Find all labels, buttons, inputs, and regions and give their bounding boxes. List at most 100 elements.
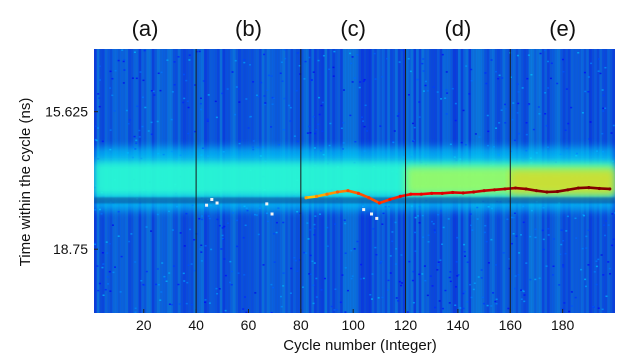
y-axis-ticks: 15.62518.75 (45, 104, 98, 258)
noise-speckle (608, 224, 610, 226)
noise-speckle (307, 132, 309, 134)
noise-speckle (102, 263, 104, 265)
noise-speckle (349, 115, 351, 117)
noise-speckle (352, 56, 354, 58)
detection-point (216, 202, 219, 205)
trace-point (524, 187, 527, 190)
noise-speckle (334, 309, 336, 311)
noise-speckle (115, 70, 117, 72)
noise-speckle (263, 54, 265, 56)
noise-speckle (341, 274, 343, 276)
noise-speckle (562, 240, 564, 242)
noise-speckle (585, 236, 587, 238)
noise-speckle (558, 284, 560, 286)
noise-speckle (200, 245, 202, 247)
noise-speckle (592, 306, 594, 308)
noise-speckle (146, 226, 148, 228)
noise-speckle (222, 238, 224, 240)
detection-point (271, 213, 274, 216)
noise-speckle (315, 278, 317, 280)
noise-speckle (232, 212, 234, 214)
noise-speckle (310, 273, 312, 275)
noise-speckle (598, 58, 600, 60)
noise-speckle (306, 222, 308, 224)
noise-speckle (381, 76, 383, 78)
noise-speckle (254, 214, 256, 216)
noise-speckle (449, 271, 451, 273)
noise-speckle (123, 82, 125, 84)
noise-speckle (380, 261, 382, 263)
noise-speckle (344, 311, 346, 313)
noise-speckle (544, 113, 546, 115)
noise-speckle (504, 108, 506, 110)
noise-speckle (587, 264, 589, 266)
noise-speckle (332, 67, 334, 69)
noise-speckle (446, 71, 448, 73)
noise-speckle (356, 241, 358, 243)
noise-speckle (171, 304, 173, 306)
noise-speckle (223, 226, 225, 228)
noise-speckle (243, 237, 245, 239)
noise-speckle (395, 248, 397, 250)
noise-speckle (512, 102, 514, 104)
noise-speckle (366, 130, 368, 132)
x-tick-label: 100 (342, 317, 366, 333)
noise-speckle (315, 129, 317, 131)
noise-speckle (369, 294, 371, 296)
noise-speckle (522, 87, 524, 89)
noise-speckle (140, 280, 142, 282)
band-gap (94, 197, 615, 203)
noise-speckle (314, 215, 316, 217)
trace-point (545, 190, 548, 193)
noise-speckle (498, 122, 500, 124)
noise-speckle (314, 262, 316, 264)
noise-speckle (539, 277, 541, 279)
detection-point (375, 217, 378, 220)
noise-speckle (142, 80, 144, 82)
noise-speckle (187, 101, 189, 103)
noise-speckle (517, 55, 519, 57)
noise-speckle (575, 237, 577, 239)
noise-speckle (401, 50, 403, 52)
noise-speckle (611, 213, 613, 215)
noise-speckle (390, 255, 392, 256)
trace-point (378, 201, 381, 204)
noise-speckle (450, 281, 452, 283)
noise-speckle (319, 213, 321, 215)
noise-speckle (272, 287, 274, 289)
noise-speckle (227, 222, 229, 224)
noise-speckle (148, 130, 150, 132)
noise-speckle (538, 106, 540, 108)
noise-speckle (333, 75, 335, 77)
x-tick-label: 160 (499, 317, 523, 333)
noise-speckle (102, 252, 104, 254)
noise-speckle (118, 60, 120, 62)
noise-speckle (303, 78, 305, 80)
noise-speckle (434, 232, 436, 234)
noise-speckle (523, 301, 525, 303)
noise-speckle (495, 264, 497, 266)
noise-speckle (412, 271, 414, 273)
noise-speckle (553, 266, 555, 268)
noise-speckle (499, 75, 501, 77)
noise-speckle (474, 283, 476, 285)
noise-speckle (547, 61, 549, 63)
noise-speckle (173, 265, 175, 267)
noise-speckle (543, 249, 545, 251)
noise-speckle (449, 277, 451, 279)
noise-speckle (99, 65, 101, 67)
noise-speckle (270, 126, 272, 128)
noise-speckle (527, 104, 529, 106)
noise-speckle (303, 252, 305, 254)
noise-speckle (454, 305, 456, 307)
noise-speckle (284, 58, 286, 60)
noise-speckle (185, 213, 187, 215)
noise-speckle (602, 110, 604, 112)
trace-point (451, 191, 454, 194)
noise-speckle (96, 265, 98, 267)
noise-speckle (546, 125, 548, 127)
noise-speckle (313, 228, 315, 230)
noise-speckle (326, 227, 328, 229)
noise-speckle (215, 101, 217, 103)
noise-speckle (604, 67, 606, 69)
